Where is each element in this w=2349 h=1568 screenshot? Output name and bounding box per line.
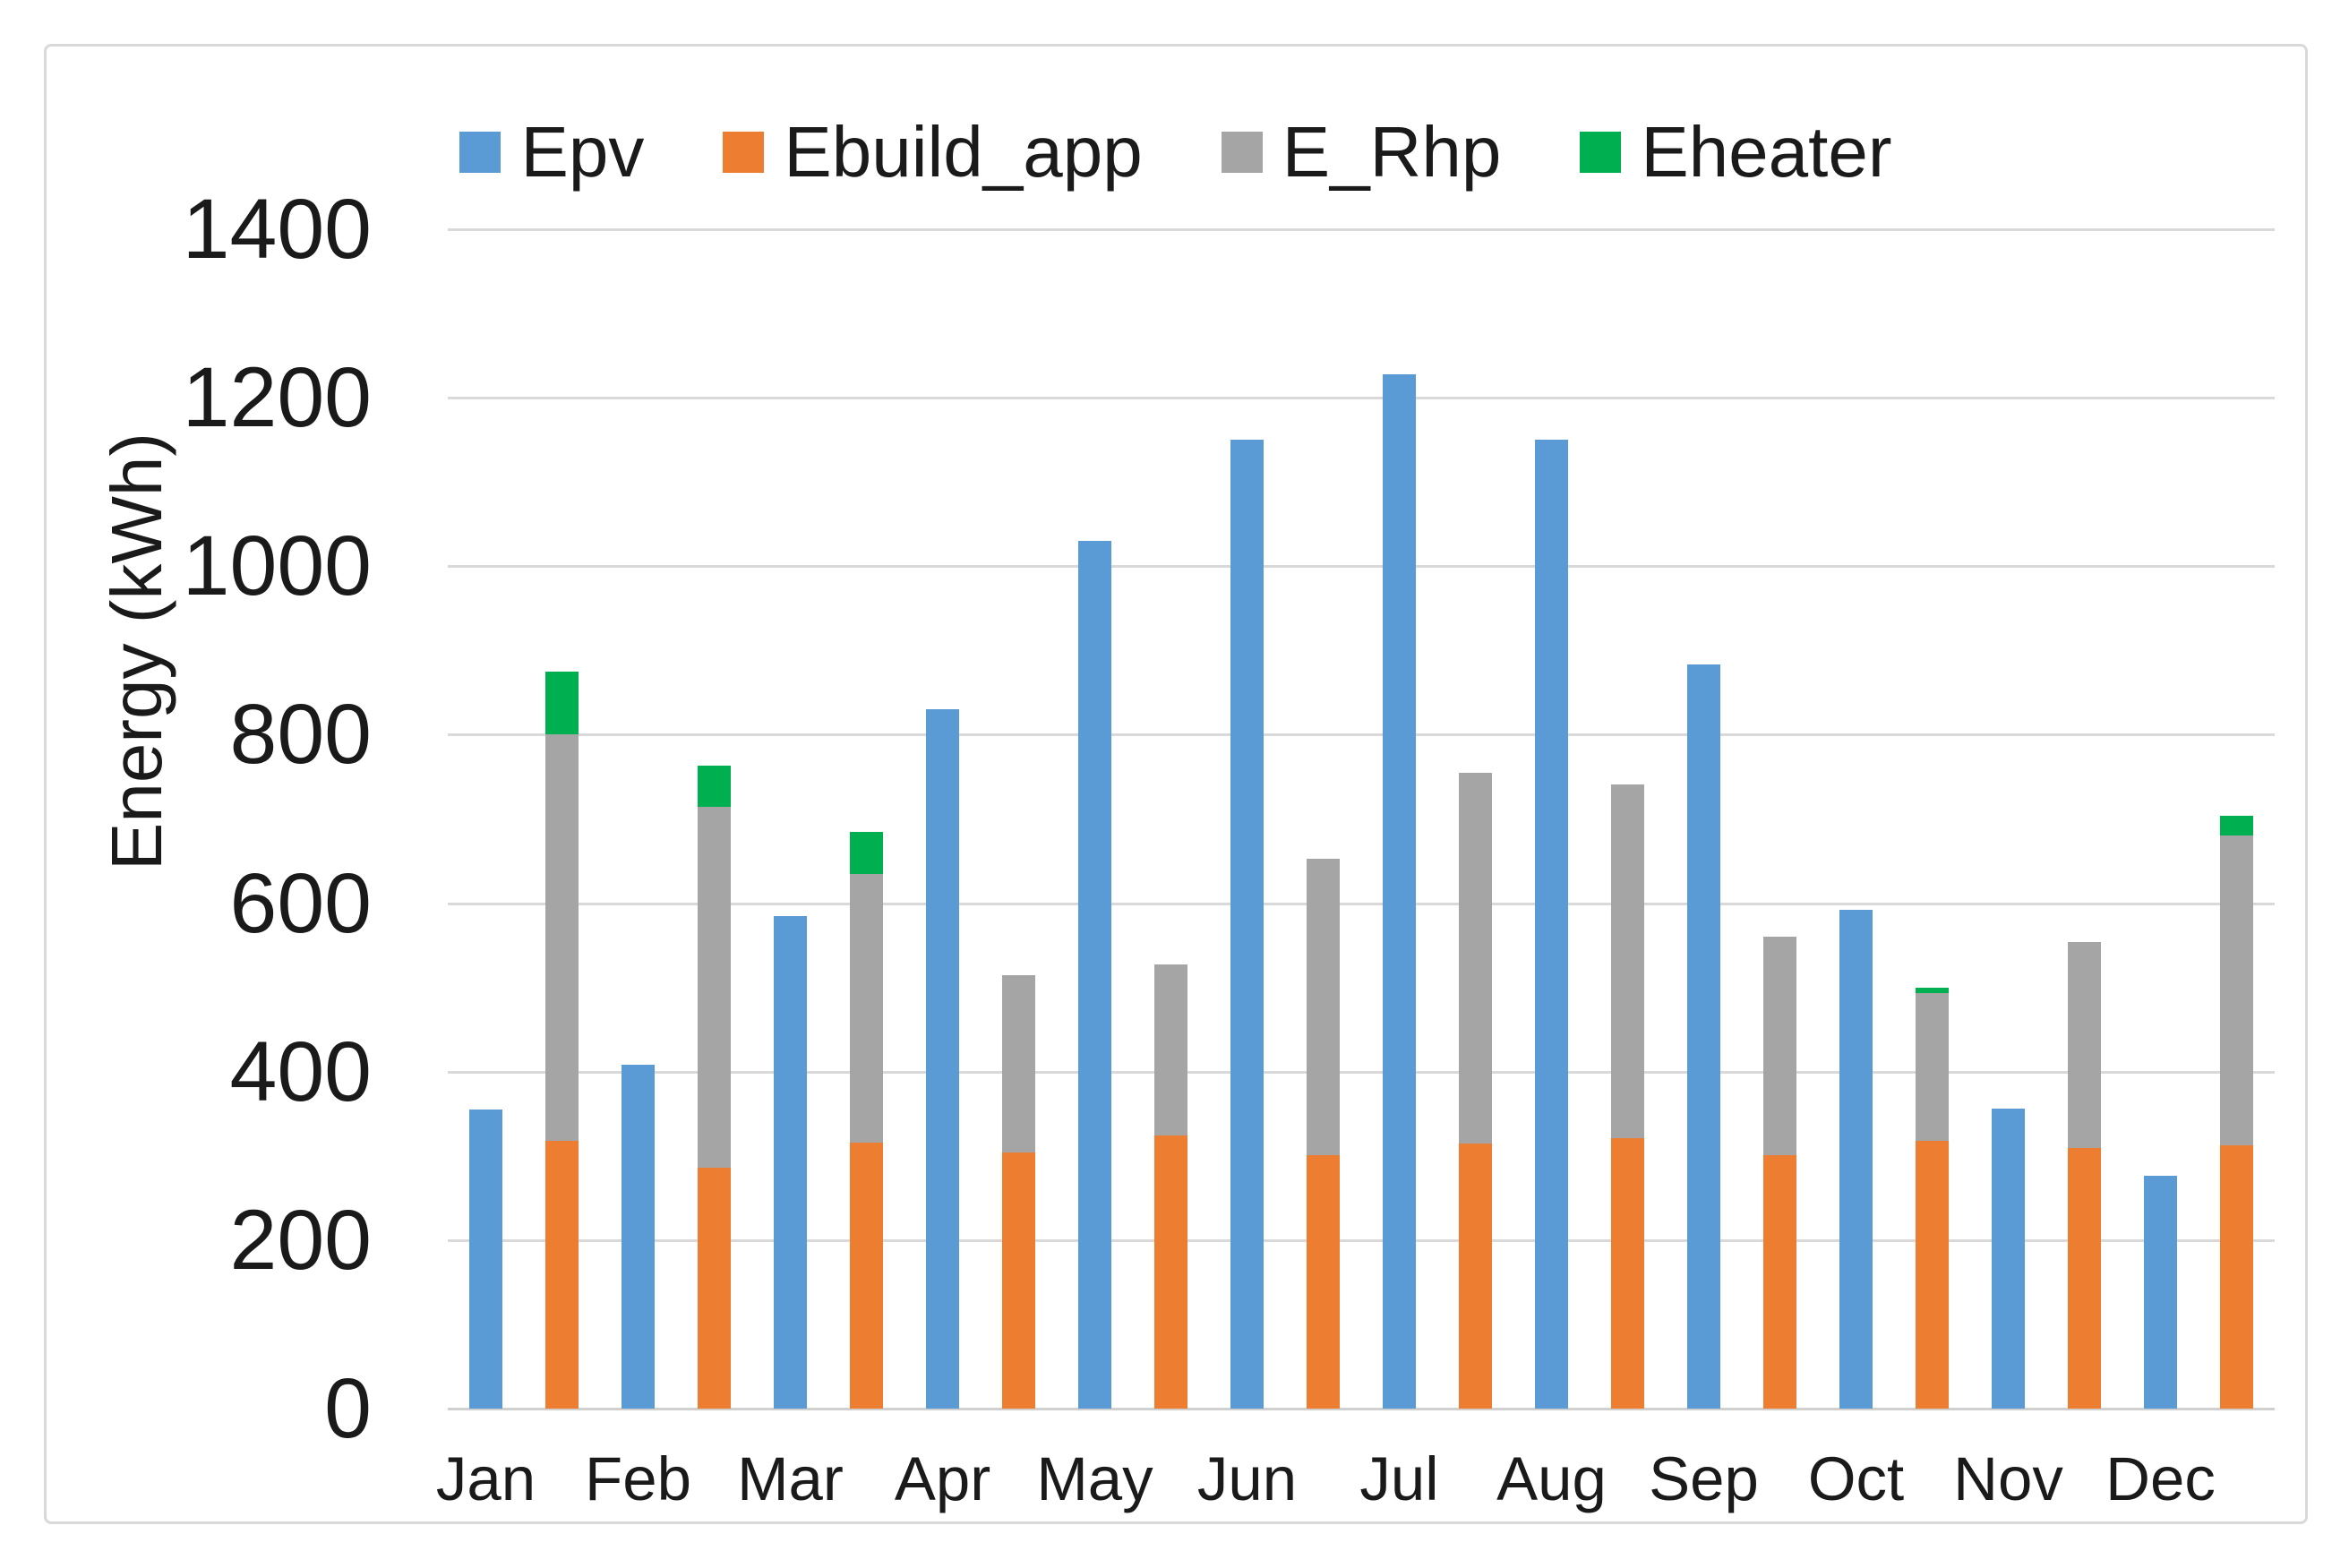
chart-legend: Epv Ebuild_app E_Rhp Eheater	[47, 116, 2305, 188]
x-tick-label-mar: Mar	[737, 1444, 844, 1513]
plot-area	[448, 228, 2275, 1410]
legend-item-ebuild_app: Ebuild_app	[723, 112, 1143, 192]
gridline-1200	[448, 397, 2275, 400]
x-tick-label-jul: Jul	[1359, 1444, 1439, 1513]
x-tick-label-aug: Aug	[1496, 1444, 1607, 1513]
bar-ebuild_app-oct	[1916, 1140, 1949, 1409]
legend-swatch-e_rhp	[1221, 132, 1263, 173]
legend-item-e_rhp: E_Rhp	[1221, 112, 1502, 192]
bar-e_rhp-feb	[698, 807, 731, 1168]
bar-epv-oct	[1839, 910, 1873, 1409]
y-tick-label-400: 400	[229, 1024, 372, 1119]
bar-e_rhp-nov	[2068, 941, 2101, 1149]
legend-label-eheater: Eheater	[1641, 112, 1892, 192]
gridline-1000	[448, 565, 2275, 569]
y-tick-label-200: 200	[229, 1192, 372, 1288]
bar-eheater-dec	[2220, 815, 2253, 836]
bar-ebuild_app-sep	[1763, 1154, 1796, 1409]
y-tick-label-1000: 1000	[182, 518, 372, 614]
x-tick-label-jan: Jan	[435, 1444, 536, 1513]
y-tick-label-800: 800	[229, 687, 372, 783]
legend-label-e_rhp: E_Rhp	[1282, 112, 1502, 192]
gridline-800	[448, 733, 2275, 737]
gridline-400	[448, 1070, 2275, 1074]
x-tick-label-dec: Dec	[2105, 1444, 2216, 1513]
bar-ebuild_app-may	[1154, 1135, 1187, 1409]
y-tick-label-600: 600	[229, 855, 372, 951]
bar-epv-jan	[469, 1110, 502, 1409]
x-tick-label-jun: Jun	[1196, 1444, 1298, 1513]
bar-e_rhp-sep	[1763, 937, 1796, 1155]
y-tick-label-1400: 1400	[182, 182, 372, 277]
bar-epv-feb	[622, 1065, 655, 1409]
gridline-1400	[448, 228, 2275, 231]
legend-label-epv: Epv	[520, 112, 645, 192]
bar-eheater-mar	[850, 831, 883, 874]
y-tick-label-1200: 1200	[182, 350, 372, 446]
bar-ebuild_app-jun	[1307, 1154, 1340, 1409]
bar-e_rhp-dec	[2220, 835, 2253, 1145]
bar-ebuild_app-aug	[1611, 1138, 1644, 1409]
bar-ebuild_app-jan	[545, 1140, 579, 1409]
bar-ebuild_app-feb	[698, 1167, 731, 1409]
bar-epv-nov	[1992, 1109, 2025, 1409]
bar-epv-apr	[926, 709, 959, 1409]
bar-ebuild_app-apr	[1002, 1152, 1035, 1409]
bar-epv-jul	[1383, 373, 1416, 1409]
bar-epv-dec	[2144, 1176, 2177, 1409]
x-tick-label-may: May	[1036, 1444, 1153, 1513]
bar-e_rhp-jul	[1459, 772, 1492, 1144]
y-tick-label-0: 0	[324, 1361, 372, 1456]
legend-label-ebuild_app: Ebuild_app	[784, 112, 1143, 192]
gridline-200	[448, 1238, 2275, 1242]
bar-epv-may	[1078, 541, 1111, 1409]
bar-e_rhp-aug	[1611, 784, 1644, 1139]
legend-swatch-ebuild_app	[723, 132, 765, 173]
bar-e_rhp-apr	[1002, 974, 1035, 1153]
bar-epv-mar	[774, 915, 807, 1409]
bar-ebuild_app-nov	[2068, 1148, 2101, 1409]
bar-ebuild_app-jul	[1459, 1143, 1492, 1409]
x-axis-line	[448, 1408, 2275, 1410]
x-tick-label-nov: Nov	[1953, 1444, 2063, 1513]
bar-eheater-jan	[545, 671, 579, 735]
bar-ebuild_app-dec	[2220, 1144, 2253, 1409]
bar-e_rhp-jun	[1307, 858, 1340, 1155]
gridline-600	[448, 902, 2275, 905]
chart-figure: Epv Ebuild_app E_Rhp Eheater Energy (kWh) 0…	[44, 44, 2308, 1524]
legend-swatch-eheater	[1580, 132, 1622, 173]
x-tick-label-sep: Sep	[1649, 1444, 1759, 1513]
x-tick-label-apr: Apr	[894, 1444, 991, 1513]
x-tick-label-feb: Feb	[585, 1444, 691, 1513]
legend-item-epv: Epv	[459, 116, 644, 188]
bar-epv-aug	[1535, 440, 1568, 1409]
legend-item-eheater: Eheater	[1580, 112, 1892, 192]
bar-eheater-feb	[698, 766, 731, 808]
bar-e_rhp-may	[1154, 964, 1187, 1136]
bar-ebuild_app-mar	[850, 1142, 883, 1409]
x-tick-label-oct: Oct	[1807, 1444, 1905, 1513]
legend-swatch-epv	[459, 132, 502, 173]
bar-e_rhp-oct	[1916, 993, 1949, 1141]
bar-epv-jun	[1230, 440, 1264, 1409]
bar-epv-sep	[1687, 664, 1720, 1409]
bar-e_rhp-jan	[545, 734, 579, 1141]
bar-eheater-oct	[1916, 987, 1949, 994]
bar-e_rhp-mar	[850, 873, 883, 1143]
